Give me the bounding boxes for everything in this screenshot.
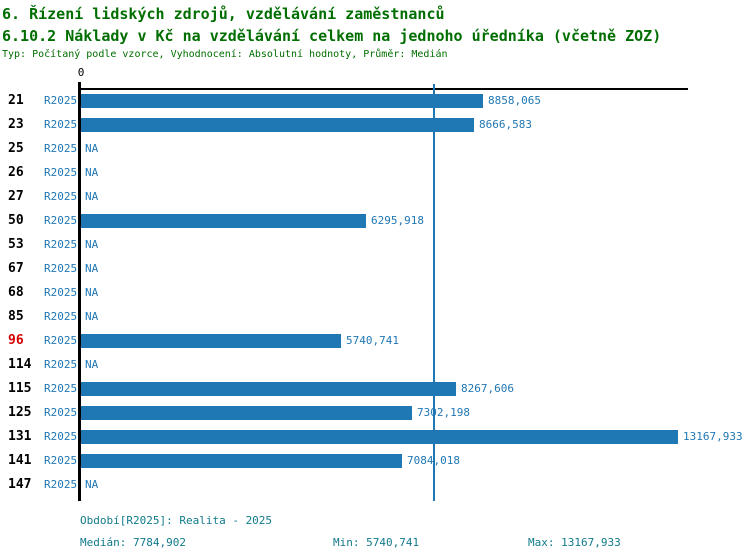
footer-median: Medián: 7784,902 <box>80 536 186 549</box>
chart-row-147: 147 R2025 NA <box>0 473 750 497</box>
row-series-label: R2025 <box>44 238 78 251</box>
report-section-title: 6. Řízení lidských zdrojů, vzdělávání za… <box>2 5 445 23</box>
row-series-label: R2025 <box>44 334 78 347</box>
row-series-label: R2025 <box>44 166 78 179</box>
chart-title: 6.10.2 Náklady v Kč na vzdělávání celkem… <box>2 27 662 45</box>
row-id-label: 131 <box>8 429 32 444</box>
axis-zero-tick-label: 0 <box>77 66 85 79</box>
row-series-label: R2025 <box>44 262 78 275</box>
na-label: NA <box>85 478 99 491</box>
chart-row-115: 115 R2025 8267,606 <box>0 377 750 401</box>
row-id-label: 125 <box>8 405 32 420</box>
chart-row-96: 96 R2025 5740,741 <box>0 329 750 353</box>
value-label: 7084,018 <box>407 454 460 467</box>
chart-row-50: 50 R2025 6295,918 <box>0 209 750 233</box>
footer-period: Období[R2025]: Realita - 2025 <box>80 514 273 527</box>
row-id-label: 67 <box>8 261 24 276</box>
value-bar <box>81 406 412 420</box>
value-label: 6295,918 <box>371 214 424 227</box>
value-bar <box>81 430 678 444</box>
chart-row-85: 85 R2025 NA <box>0 305 750 329</box>
chart-row-23: 23 R2025 8666,583 <box>0 113 750 137</box>
row-series-label: R2025 <box>44 214 78 227</box>
chart-row-141: 141 R2025 7084,018 <box>0 449 750 473</box>
na-label: NA <box>85 142 99 155</box>
axis-top-line <box>80 88 688 90</box>
na-label: NA <box>85 286 99 299</box>
row-series-label: R2025 <box>44 406 78 419</box>
value-label: 7302,198 <box>417 406 470 419</box>
chart-row-21: 21 R2025 8858,065 <box>0 89 750 113</box>
na-label: NA <box>85 166 99 179</box>
row-series-label: R2025 <box>44 382 78 395</box>
footer-max: Max: 13167,933 <box>528 536 621 549</box>
row-series-label: R2025 <box>44 190 78 203</box>
chart-row-27: 27 R2025 NA <box>0 185 750 209</box>
axis-zero-line <box>78 82 81 501</box>
value-label: 8267,606 <box>461 382 514 395</box>
value-label: 8666,583 <box>479 118 532 131</box>
row-series-label: R2025 <box>44 310 78 323</box>
chart-row-68: 68 R2025 NA <box>0 281 750 305</box>
value-label: 5740,741 <box>346 334 399 347</box>
row-series-label: R2025 <box>44 430 78 443</box>
row-id-label: 85 <box>8 309 24 324</box>
chart-row-67: 67 R2025 NA <box>0 257 750 281</box>
row-series-label: R2025 <box>44 142 78 155</box>
row-id-label: 21 <box>8 93 24 108</box>
value-bar <box>81 118 474 132</box>
row-id-label: 50 <box>8 213 24 228</box>
value-label: 13167,933 <box>683 430 743 443</box>
row-series-label: R2025 <box>44 94 78 107</box>
row-id-label: 141 <box>8 453 32 468</box>
chart-row-114: 114 R2025 NA <box>0 353 750 377</box>
row-id-label: 27 <box>8 189 24 204</box>
value-bar <box>81 334 341 348</box>
row-id-label: 115 <box>8 381 32 396</box>
chart-row-53: 53 R2025 NA <box>0 233 750 257</box>
row-id-label: 147 <box>8 477 32 492</box>
na-label: NA <box>85 238 99 251</box>
value-bar <box>81 382 456 396</box>
footer-min: Min: 5740,741 <box>333 536 420 549</box>
chart-row-26: 26 R2025 NA <box>0 161 750 185</box>
chart-row-25: 25 R2025 NA <box>0 137 750 161</box>
median-line <box>433 84 435 501</box>
chart-subtitle: Typ: Počítaný podle vzorce, Vyhodnocení:… <box>2 49 448 60</box>
row-series-label: R2025 <box>44 358 78 371</box>
na-label: NA <box>85 310 99 323</box>
value-bar <box>81 214 366 228</box>
row-id-label-highlighted: 96 <box>8 333 24 348</box>
na-label: NA <box>85 190 99 203</box>
value-bar <box>81 94 483 108</box>
value-bar <box>81 454 402 468</box>
row-id-label: 23 <box>8 117 24 132</box>
row-id-label: 25 <box>8 141 24 156</box>
row-series-label: R2025 <box>44 286 78 299</box>
row-id-label: 53 <box>8 237 24 252</box>
chart-row-125: 125 R2025 7302,198 <box>0 401 750 425</box>
na-label: NA <box>85 262 99 275</box>
value-label: 8858,065 <box>488 94 541 107</box>
row-id-label: 114 <box>8 357 32 372</box>
chart-row-131: 131 R2025 13167,933 <box>0 425 750 449</box>
na-label: NA <box>85 358 99 371</box>
row-id-label: 68 <box>8 285 24 300</box>
row-series-label: R2025 <box>44 478 78 491</box>
row-id-label: 26 <box>8 165 24 180</box>
row-series-label: R2025 <box>44 118 78 131</box>
row-series-label: R2025 <box>44 454 78 467</box>
